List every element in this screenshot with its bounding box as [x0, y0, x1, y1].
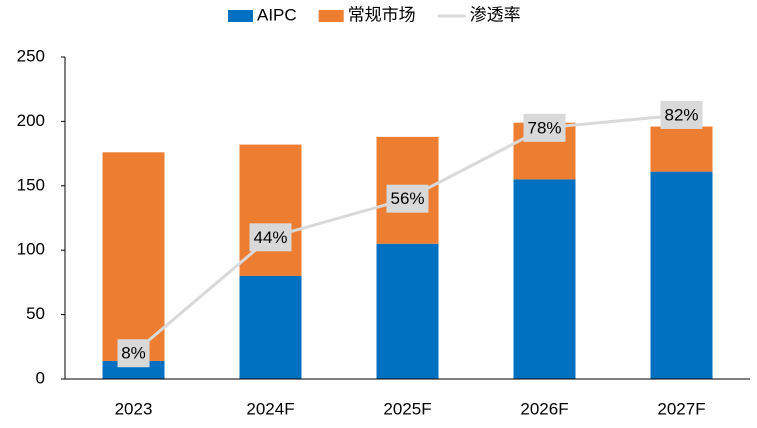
y-tick-label: 250: [17, 46, 45, 65]
y-tick-label: 150: [17, 175, 45, 194]
legend-swatch: [228, 10, 253, 22]
x-tick-label: 2023: [115, 399, 153, 418]
value-label-box: [249, 223, 292, 252]
legend-label: 常规市场: [348, 5, 416, 24]
bar: [376, 243, 439, 379]
x-tick-label: 2026F: [520, 399, 568, 418]
y-tick-label: 100: [17, 240, 45, 259]
value-label-box: [117, 339, 150, 368]
value-label: 56%: [390, 189, 424, 208]
value-label-box: [660, 100, 703, 129]
legend-swatch: [318, 10, 344, 22]
legend-label: 渗透率: [470, 5, 521, 24]
x-tick-label: 2025F: [383, 399, 431, 418]
value-label: 8%: [121, 344, 146, 363]
value-label-box: [523, 113, 566, 142]
x-tick-label: 2024F: [246, 399, 294, 418]
bar: [239, 275, 302, 379]
value-label-box: [386, 184, 429, 213]
bar: [650, 171, 713, 379]
value-label: 82%: [664, 105, 698, 124]
value-label: 78%: [527, 118, 561, 137]
value-label: 44%: [253, 228, 287, 247]
bar: [513, 179, 576, 379]
y-tick-label: 50: [26, 304, 45, 323]
x-tick-label: 2027F: [657, 399, 705, 418]
bar: [650, 126, 713, 172]
y-tick-label: 0: [36, 368, 45, 387]
bar: [102, 152, 165, 361]
legend-label: AIPC: [257, 5, 297, 24]
y-tick-label: 200: [17, 111, 45, 130]
